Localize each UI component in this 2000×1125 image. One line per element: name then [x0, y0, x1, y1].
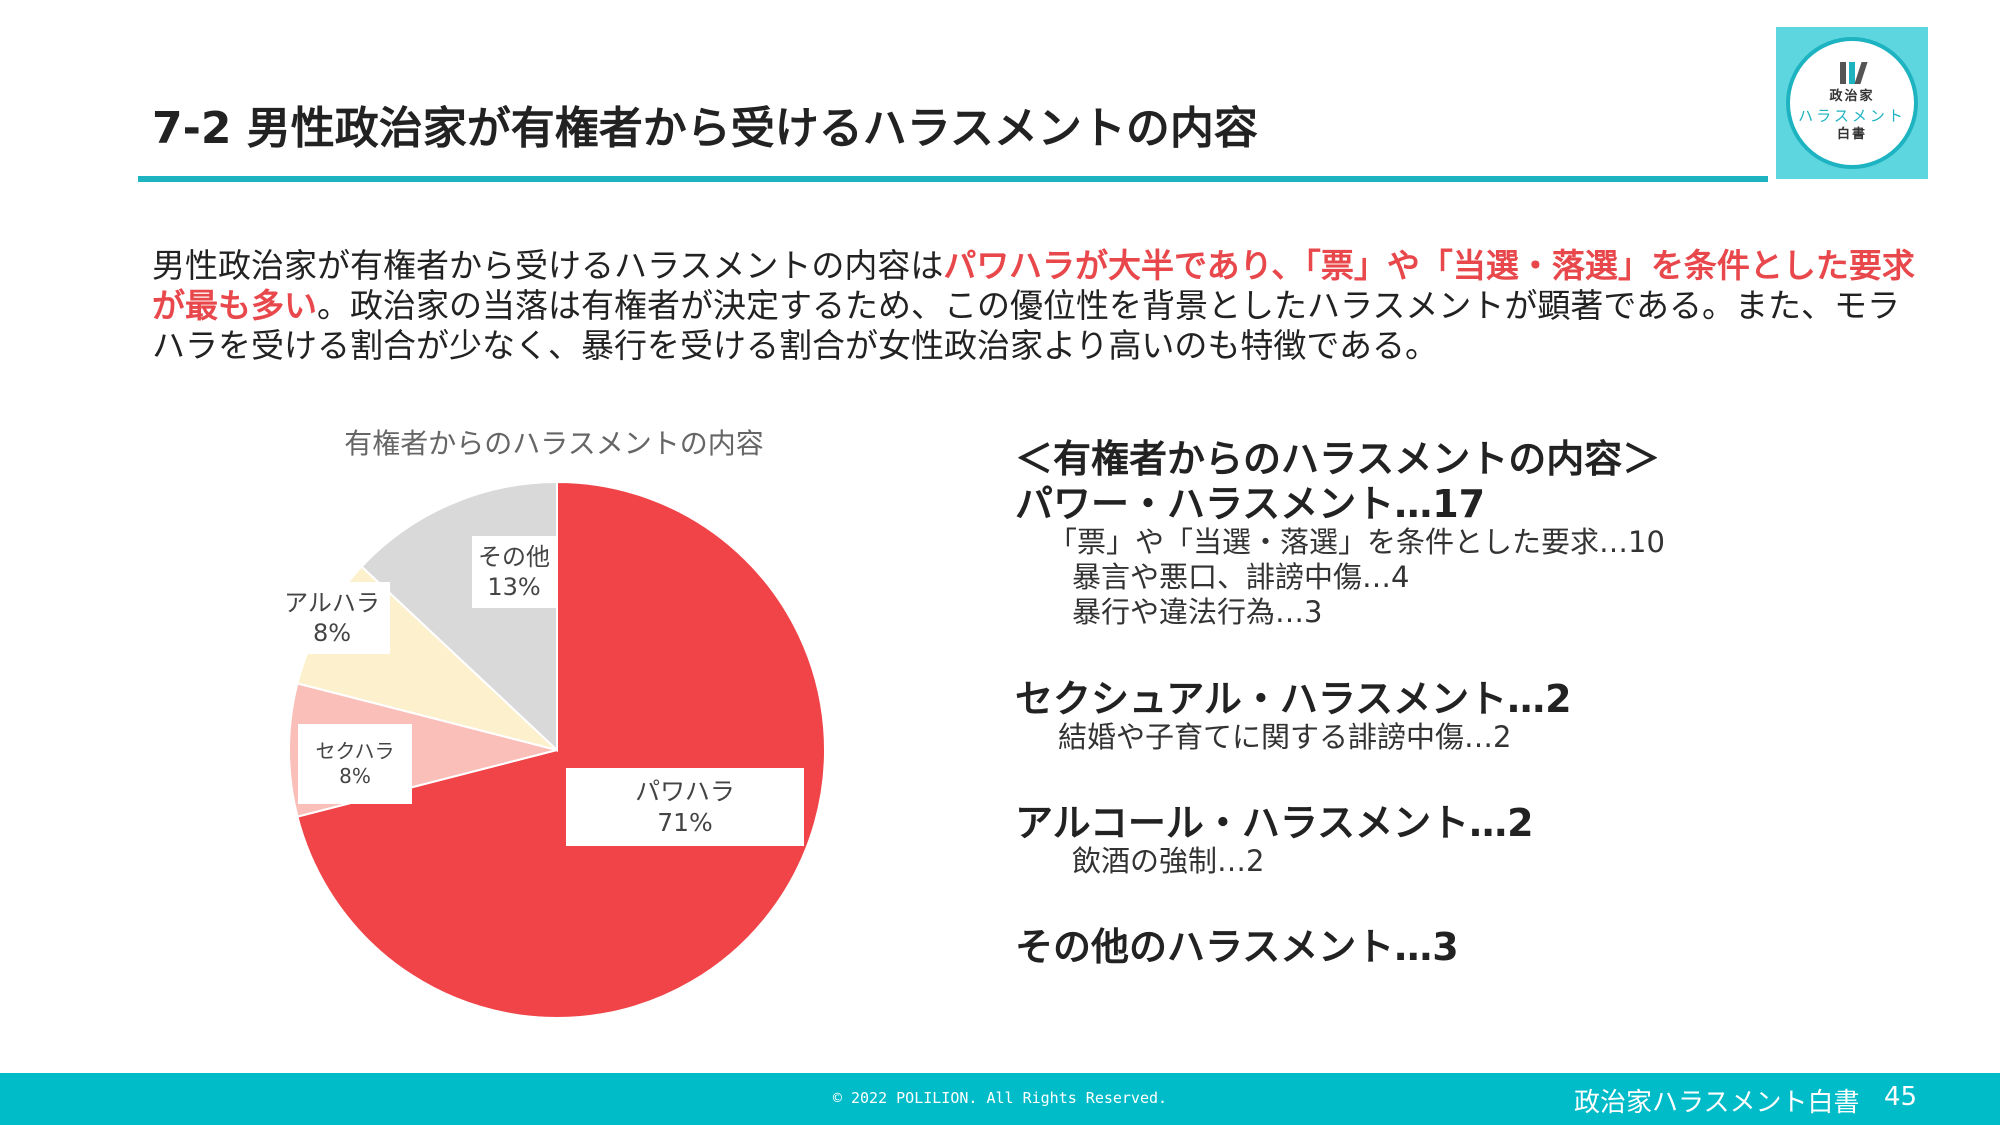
pie-label-aruhara: アルハラ 8% [274, 582, 390, 654]
pie-slice-pawahara [296, 480, 826, 1019]
pie-label-aruhara-name: アルハラ [284, 589, 380, 617]
sexual-harassment-total: セクシュアル・ハラスメント…2 [1015, 677, 1572, 721]
pie-label-sonota: その他 13% [472, 536, 556, 608]
footer-bar: © 2022 POLILION. All Rights Reserved. 政治… [0, 1073, 2000, 1125]
logo: 政治家 ハラスメント 白書 [1776, 27, 1928, 179]
pie-label-pawahara: パワハラ 71% [566, 768, 804, 846]
power-item-3: 暴行や違法行為…3 [1072, 595, 1323, 629]
other-harassment-total: その他のハラスメント…3 [1015, 925, 1459, 969]
logo-text-line2: ハラスメント [1798, 107, 1906, 125]
power-item-1: 「票」や「当選・落選」を条件とした要求…10 [1048, 525, 1665, 559]
logo-badge: 政治家 ハラスメント 白書 [1786, 37, 1918, 169]
power-item-2: 暴言や悪口、誹謗中傷…4 [1072, 560, 1410, 594]
page-title: 7-2 男性政治家が有権者から受けるハラスメントの内容 [152, 103, 1258, 154]
pie-label-pawahara-name: パワハラ [635, 776, 735, 806]
footer-brand: 政治家ハラスメント白書 [1574, 1088, 1860, 1118]
logo-text-line3: 白書 [1836, 127, 1867, 142]
books-icon [1840, 62, 1868, 84]
intro-text-2: 。政治家の当落は有権者が決定するため、この優位性を背景としたハラスメントが顕著で… [152, 286, 1901, 365]
chart-title: 有権者からのハラスメントの内容 [344, 427, 764, 460]
intro-text-1: 男性政治家が有権者から受けるハラスメントの内容は [152, 246, 944, 285]
pie-label-sonota-name: その他 [478, 543, 550, 571]
intro-paragraph: 男性政治家が有権者から受けるハラスメントの内容はパワハラが大半であり、「票」や「… [152, 246, 1922, 366]
pie-label-aruhara-pct: 8% [312, 619, 352, 647]
title-underline [138, 176, 1768, 182]
breakdown-heading: ＜有権者からのハラスメントの内容＞ [1015, 437, 1661, 481]
power-harassment-total: パワー・ハラスメント…17 [1015, 482, 1486, 526]
pie-label-sonota-pct: 13% [487, 573, 541, 601]
logo-text-line1: 政治家 [1829, 89, 1875, 104]
pie-label-pawahara-pct: 71% [657, 808, 713, 837]
sexual-item-1: 結婚や子育てに関する誹謗中傷…2 [1058, 720, 1512, 754]
pie-label-sekuhara-name: セクハラ [315, 739, 395, 763]
intro-highlight: パワハラが大半であり、「票」や「当選・落選」を条件とした要求が最も多い [152, 246, 1915, 325]
alcohol-item-1: 飲酒の強制…2 [1072, 844, 1265, 878]
pie-label-sekuhara-pct: 8% [339, 764, 371, 788]
page-number: 45 [1884, 1082, 1918, 1112]
alcohol-harassment-total: アルコール・ハラスメント…2 [1015, 801, 1534, 845]
copyright: © 2022 POLILION. All Rights Reserved. [832, 1089, 1168, 1107]
pie-label-sekuhara: セクハラ 8% [298, 724, 412, 804]
